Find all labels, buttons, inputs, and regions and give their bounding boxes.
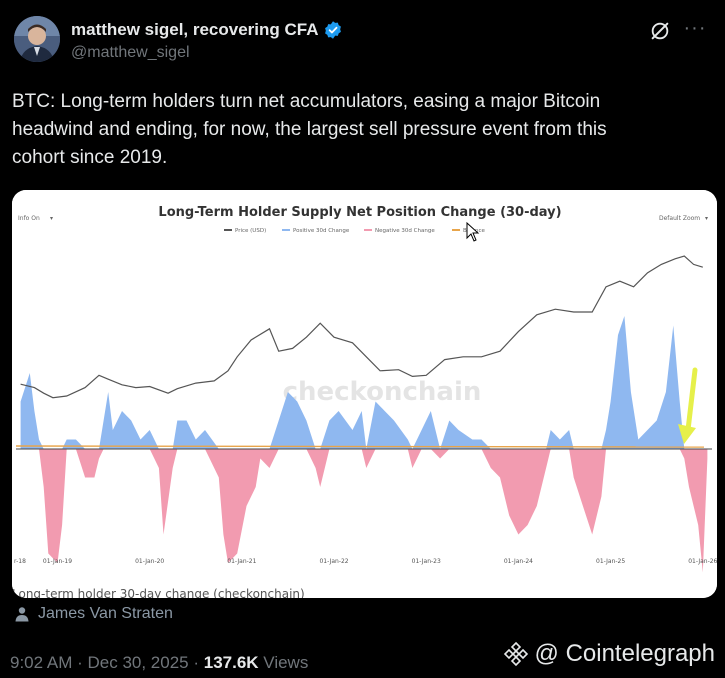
chart-caption: Long-term holder 30-day change (checkonc…: [12, 587, 305, 598]
tweet-meta: 9:02 AM · Dec 30, 2025 · 137.6K Views: [10, 653, 308, 673]
avatar[interactable]: [14, 16, 60, 62]
x-tick-label: 01-Jan-24: [504, 558, 533, 565]
image-credit[interactable]: James Van Straten: [14, 605, 173, 623]
tweet-text-line: headwind and ending, for now, the larges…: [12, 119, 607, 140]
chart-svg: Info On ▾ Default Zoom ▾ Long-Term Holde…: [12, 190, 717, 598]
price-line: [20, 255, 703, 399]
info-toggle-caret[interactable]: ▾: [50, 215, 53, 222]
arrow-shaft: [685, 367, 698, 433]
person-icon: [15, 607, 29, 622]
tweet-text: BTC: Long-term holders turn net accumula…: [12, 88, 712, 172]
credit-name: James Van Straten: [38, 605, 173, 622]
grok-icon[interactable]: [649, 20, 671, 42]
zoom-control-caret[interactable]: ▾: [705, 215, 708, 222]
x-tick-label: 01-Jan-23: [412, 558, 441, 565]
x-tick-label: 01-Jan-20: [135, 558, 164, 565]
x-tick-label: r-18: [14, 558, 26, 565]
chart-title: Long-Term Holder Supply Net Position Cha…: [158, 205, 561, 220]
tweet-date[interactable]: Dec 30, 2025: [87, 653, 189, 672]
negative-change-area: [20, 449, 708, 573]
diamond-logo-icon: [503, 641, 528, 667]
author-handle[interactable]: @matthew_sigel: [71, 44, 190, 61]
meta-separator: ·: [72, 653, 88, 672]
x-tick-label: 01-Jan-21: [227, 558, 256, 565]
x-axis-ticks: r-18 01-Jan-19 01-Jan-20 01-Jan-21 01-Jan-22…: [14, 558, 717, 565]
tweet-header: matthew sigel, recovering CFA @matthew_s…: [14, 14, 711, 66]
tweet-time[interactable]: 9:02 AM: [10, 653, 73, 672]
balance-line: [15, 445, 705, 448]
zoom-control-label[interactable]: Default Zoom: [659, 215, 700, 222]
chart-image[interactable]: Info On ▾ Default Zoom ▾ Long-Term Holde…: [12, 190, 717, 598]
meta-separator: ·: [188, 653, 204, 672]
watermark-text: @ Cointelegraph: [534, 640, 715, 667]
legend-label: Price (USD): [235, 228, 266, 234]
verified-badge-icon: [324, 21, 341, 39]
arrow-head: [678, 424, 696, 444]
x-tick-label: 01-Jan-25: [596, 558, 625, 565]
x-tick-label: 01-Jan-19: [43, 558, 72, 565]
views-label: Views: [258, 653, 309, 672]
legend-label: Positive 30d Change: [293, 228, 350, 234]
author-name-text: matthew sigel, recovering CFA: [71, 20, 319, 39]
chart-plot-area: [15, 255, 712, 573]
tweet-text-line: cohort since 2019.: [12, 147, 168, 168]
mouse-cursor-icon: [466, 221, 480, 242]
tweet-text-line: BTC: Long-term holders turn net accumula…: [12, 91, 601, 112]
author-display-name[interactable]: matthew sigel, recovering CFA: [71, 20, 343, 40]
cointelegraph-watermark: @ Cointelegraph: [503, 640, 715, 668]
more-options-icon[interactable]: ···: [683, 17, 707, 39]
x-tick-label: 01-Jan-26: [688, 558, 717, 565]
yellow-arrow: [678, 367, 698, 444]
x-tick-label: 01-Jan-22: [319, 558, 348, 565]
views-count: 137.6K: [203, 653, 259, 672]
checkonchain-watermark: checkonchain: [283, 377, 482, 407]
legend-label: Negative 30d Change: [375, 228, 435, 234]
avatar-image: [14, 16, 60, 62]
info-toggle-label[interactable]: Info On: [18, 215, 40, 222]
